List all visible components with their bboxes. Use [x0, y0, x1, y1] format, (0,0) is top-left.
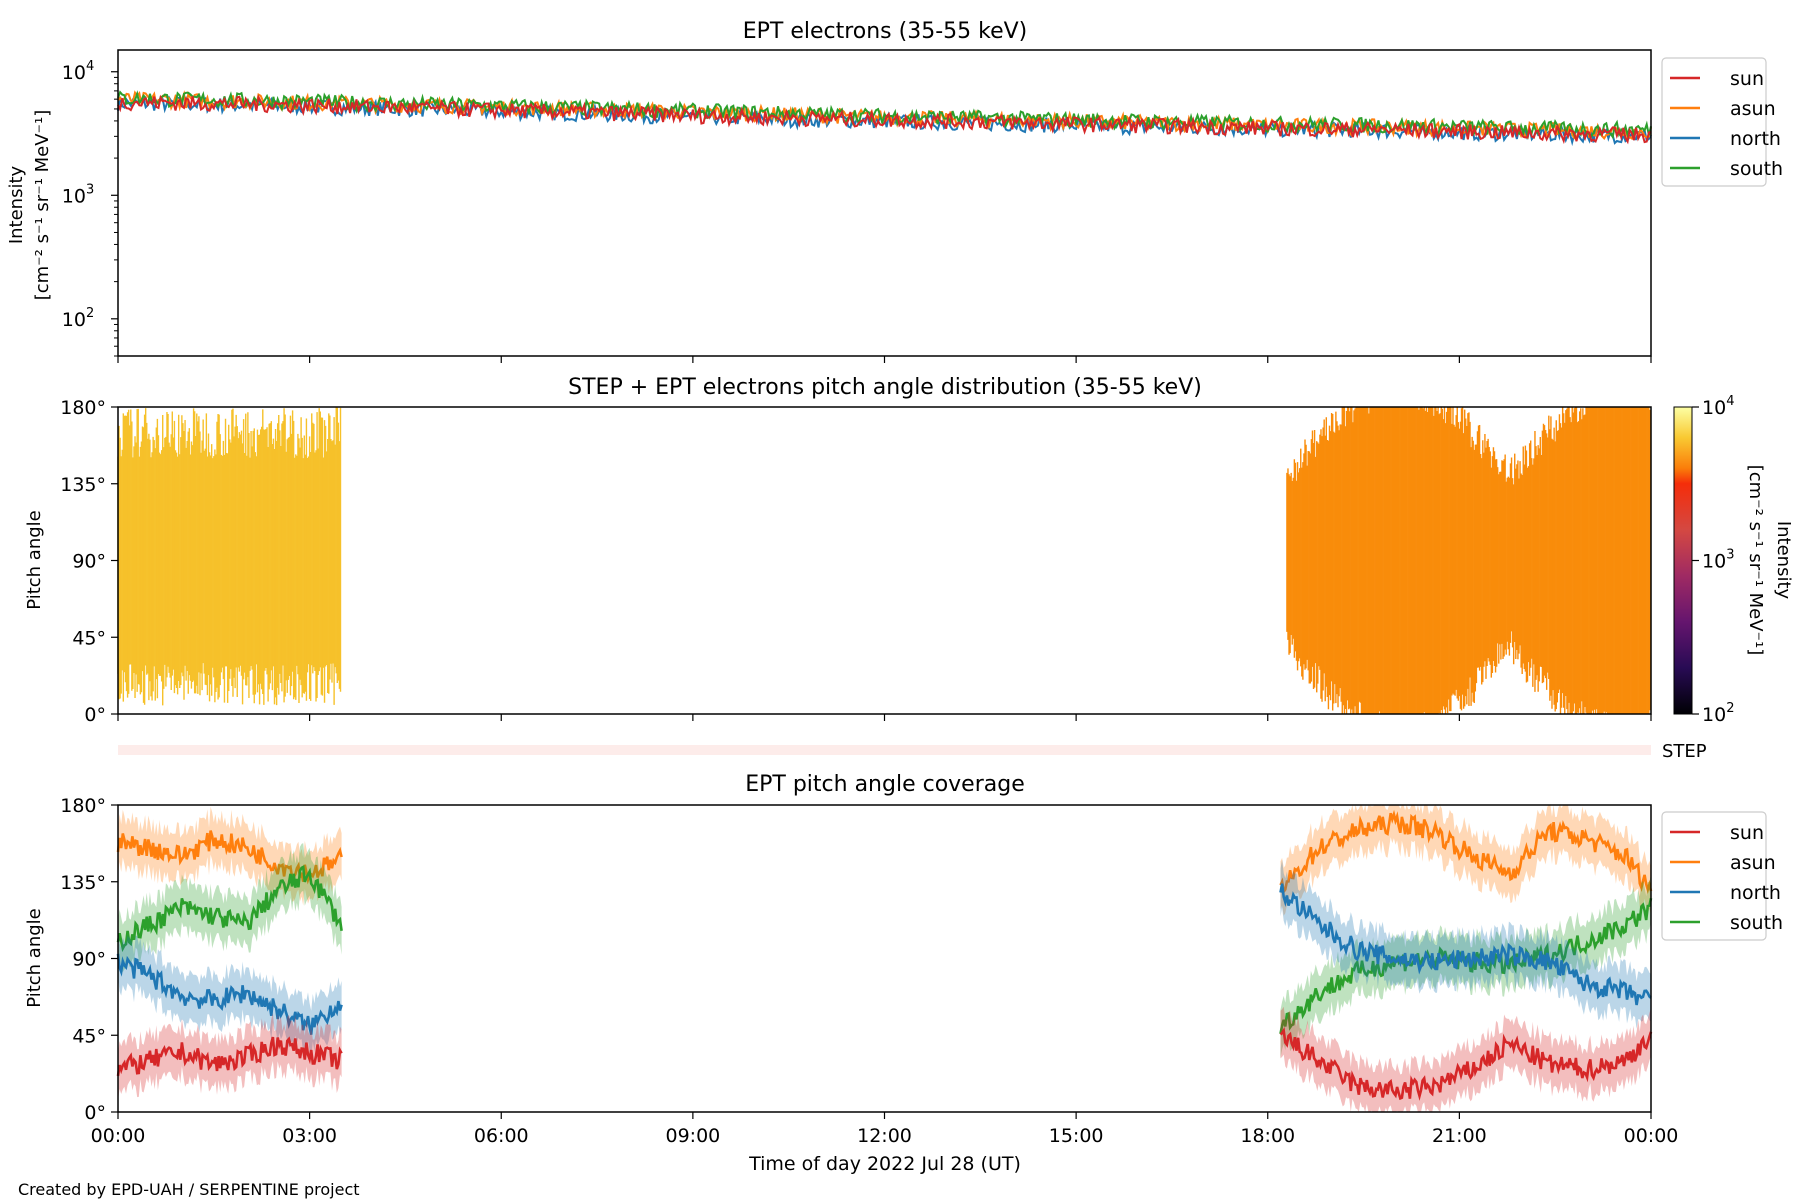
coverage-line-asun: [1279, 809, 1653, 895]
panel2-title: STEP + EPT electrons pitch angle distrib…: [568, 375, 1202, 400]
panel1-frame: [117, 49, 1652, 357]
legend-label-asun: asun: [1730, 852, 1776, 874]
panel3-ytick-label: 0°: [84, 1102, 106, 1124]
legend-label-south: south: [1730, 912, 1783, 934]
coverage-line-sun: [116, 1036, 343, 1077]
x-tick-label: 21:00: [1432, 1125, 1487, 1147]
intensity-panel: EPT electrons (35-55 keV) 102 103 104 Inte…: [6, 19, 1783, 357]
legend-box: [1661, 57, 1767, 187]
step-bar-strip: [118, 745, 1651, 755]
legend-label-north: north: [1730, 128, 1781, 150]
series-line-sun: [117, 94, 1652, 145]
legend-label-sun: sun: [1730, 68, 1764, 90]
legend-label-asun: asun: [1730, 98, 1776, 120]
coverage-band-asun: [1280, 805, 1651, 916]
legend-box: [1661, 811, 1767, 941]
coverage-line-south: [116, 865, 343, 953]
panel2-ytick-label: 180°: [60, 397, 106, 419]
step-bar: STEP: [118, 741, 1707, 762]
panel1-ylabel-line2: [cm⁻² s⁻¹ sr⁻¹ MeV⁻¹]: [32, 110, 53, 301]
panel1-legend: sun asun north south: [1661, 57, 1783, 187]
panel1-title: EPT electrons (35-55 keV): [743, 19, 1028, 44]
colorbar-label-line2: [cm⁻² s⁻¹ sr⁻¹ MeV⁻¹]: [1745, 465, 1766, 656]
colorbar-tick-label: 103: [1702, 548, 1734, 573]
colorbar-gradient: [1673, 406, 1693, 715]
pitch-distribution-panel: STEP + EPT electrons pitch angle distrib…: [24, 375, 1794, 726]
legend-label-south: south: [1730, 158, 1783, 180]
x-tick-label: 00:00: [1624, 1125, 1679, 1147]
panel1-ylabel-line1: Intensity: [6, 165, 27, 244]
footer-credit: Created by EPD-UAH / SERPENTINE project: [18, 1180, 360, 1199]
coverage-band-asun: [118, 806, 342, 906]
panel3-ytick-label: 180°: [60, 795, 106, 817]
x-tick-label: 18:00: [1240, 1125, 1295, 1147]
panel1-ytick-label: 104: [62, 59, 94, 84]
panel3-ytick-label: 135°: [60, 872, 106, 894]
panel2-ytick-label: 90°: [72, 551, 106, 573]
colorbar-label-line1: Intensity: [1773, 521, 1794, 600]
legend-label-sun: sun: [1730, 822, 1764, 844]
panel1-ytick-label: 102: [62, 306, 94, 331]
panel1-ytick-label: 103: [62, 182, 94, 207]
coverage-line-sun: [1279, 1027, 1653, 1101]
x-axis-label: Time of day 2022 Jul 28 (UT): [748, 1153, 1021, 1175]
coverage-band-north: [1280, 859, 1651, 1029]
x-tick-label: 06:00: [474, 1125, 529, 1147]
panel3-ytick-label: 90°: [72, 949, 106, 971]
panel3-title: EPT pitch angle coverage: [745, 772, 1025, 797]
panel2-ylabel: Pitch angle: [24, 510, 45, 609]
panel3-legend: sun asun north south: [1661, 811, 1783, 941]
coverage-line-north: [116, 953, 343, 1035]
x-tick-label: 00:00: [91, 1125, 146, 1147]
coverage-line-south: [1279, 897, 1653, 1035]
x-tick-label: 12:00: [857, 1125, 912, 1147]
x-tick-label: 03:00: [282, 1125, 337, 1147]
colorbar: 102 103 104: [1673, 394, 1734, 726]
x-tick-label: 15:00: [1049, 1125, 1104, 1147]
panel3-ylabel: Pitch angle: [24, 908, 45, 1007]
panel3-ytick-label: 45°: [72, 1025, 106, 1047]
coverage-line-north: [1279, 883, 1652, 1006]
colorbar-tick-label: 104: [1702, 394, 1734, 419]
colorbar-tick-label: 102: [1702, 701, 1734, 726]
panel2-ytick-label: 0°: [84, 704, 106, 726]
pitch-coverage-panel: EPT pitch angle coverage 0° 45° 90° 135° 180…: [24, 772, 1783, 1124]
step-bar-label: STEP: [1662, 741, 1707, 762]
x-tick-label: 09:00: [665, 1125, 720, 1147]
panel2-ytick-label: 45°: [72, 627, 106, 649]
coverage-band-south: [118, 843, 342, 973]
panel2-ytick-label: 135°: [60, 474, 106, 496]
legend-label-north: north: [1730, 882, 1781, 904]
coverage-band-sun: [1280, 1006, 1651, 1112]
